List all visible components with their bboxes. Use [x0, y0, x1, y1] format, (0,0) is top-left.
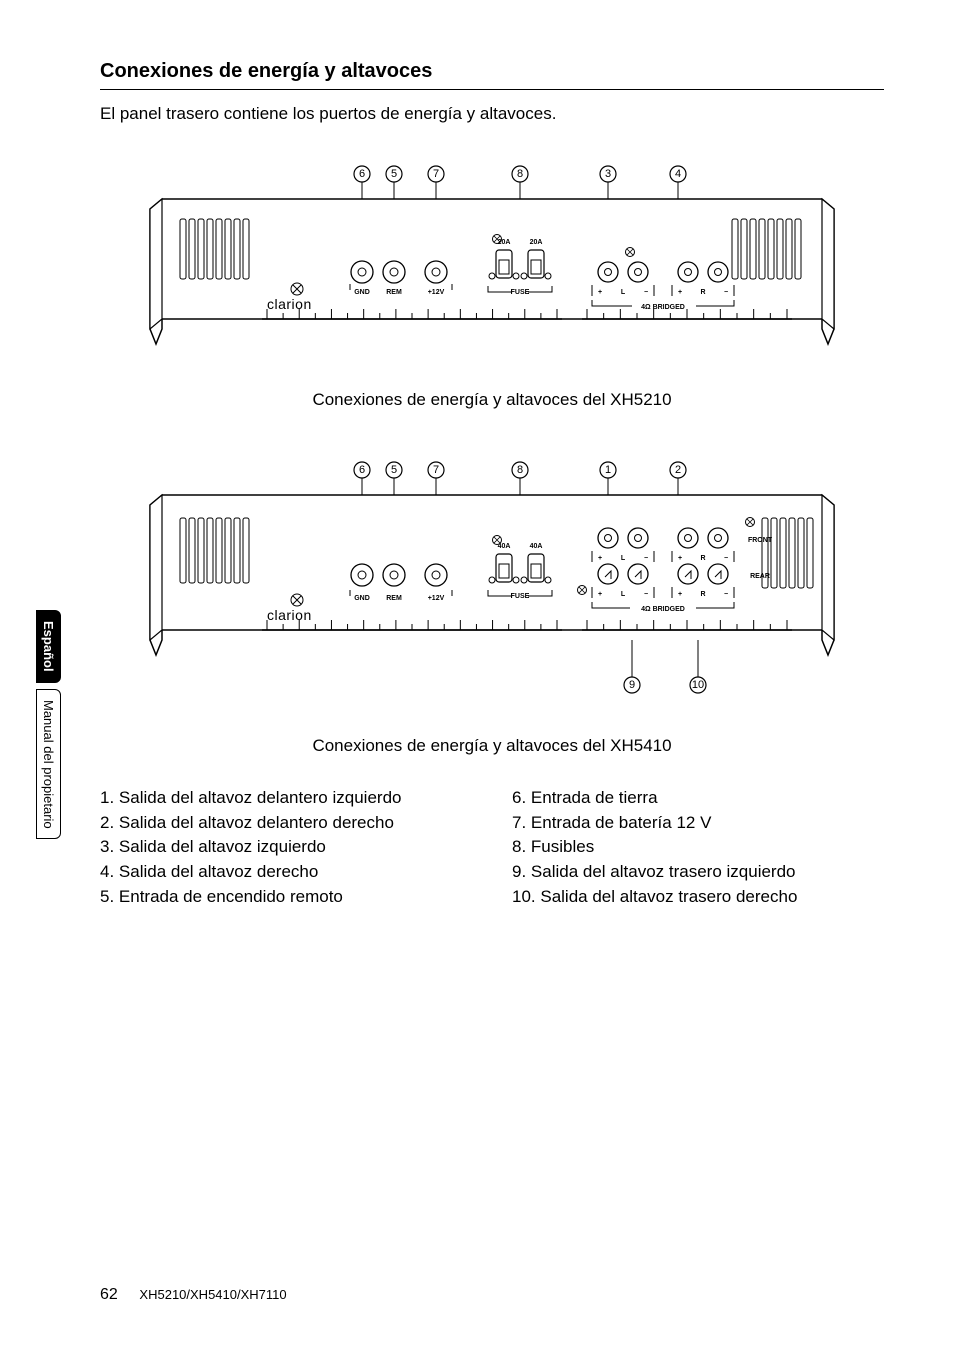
legend-item: 8. Fusibles — [512, 835, 884, 860]
svg-text:−: − — [644, 289, 648, 296]
svg-text:6: 6 — [359, 464, 365, 476]
intro-text: El panel trasero contiene los puertos de… — [100, 104, 884, 124]
legend-item: 7. Entrada de batería 12 V — [512, 811, 884, 836]
legend-item: 10. Salida del altavoz trasero derecho — [512, 885, 884, 910]
svg-text:−: − — [724, 591, 728, 598]
svg-text:+: + — [678, 591, 682, 598]
svg-text:+: + — [598, 289, 602, 296]
amp-diagram-2: 657812 clarion GNDREM+12V 40A40AFUSEFUSE… — [132, 440, 852, 720]
legend-item: 4. Salida del altavoz derecho — [100, 860, 472, 885]
brand-text-2: clarion — [267, 607, 312, 623]
svg-text:−: − — [724, 555, 728, 562]
svg-text:8: 8 — [517, 168, 523, 180]
svg-text:−: − — [644, 555, 648, 562]
svg-text:R: R — [700, 591, 705, 598]
svg-text:+: + — [678, 555, 682, 562]
svg-text:40A: 40A — [498, 543, 511, 550]
section-title: Conexiones de energía y altavoces — [100, 60, 884, 90]
svg-text:+: + — [598, 591, 602, 598]
svg-text:+: + — [678, 289, 682, 296]
svg-text:REM: REM — [386, 289, 402, 296]
language-tab: Español — [36, 610, 61, 683]
page-content: Conexiones de energía y altavoces El pan… — [0, 0, 954, 949]
legend-col-2: 6. Entrada de tierra 7. Entrada de bater… — [512, 786, 884, 909]
svg-text:FUSE: FUSE — [511, 289, 530, 296]
legend-item: 5. Entrada de encendido remoto — [100, 885, 472, 910]
svg-text:GND: GND — [354, 289, 370, 296]
svg-text:L: L — [621, 289, 626, 296]
caption-2: Conexiones de energía y altavoces del XH… — [100, 736, 884, 756]
svg-text:L: L — [621, 555, 626, 562]
svg-text:−: − — [724, 289, 728, 296]
svg-text:6: 6 — [359, 168, 365, 180]
svg-text:+12V: +12V — [428, 289, 445, 296]
svg-text:4Ω BRIDGED: 4Ω BRIDGED — [641, 606, 685, 613]
side-tabs: Español Manual del propietario — [36, 610, 61, 839]
svg-text:3: 3 — [605, 168, 611, 180]
legend-item: 2. Salida del altavoz delantero derecho — [100, 811, 472, 836]
manual-tab: Manual del propietario — [36, 689, 61, 840]
svg-text:+: + — [598, 555, 602, 562]
svg-text:REM: REM — [386, 595, 402, 602]
page-number: 62 — [100, 1286, 118, 1303]
svg-text:7: 7 — [433, 464, 439, 476]
legend-item: 3. Salida del altavoz izquierdo — [100, 835, 472, 860]
svg-text:5: 5 — [391, 168, 397, 180]
svg-text:4: 4 — [675, 168, 681, 180]
svg-text:L: L — [621, 591, 626, 598]
svg-text:40A: 40A — [530, 543, 543, 550]
svg-text:R: R — [700, 289, 705, 296]
svg-text:−: − — [644, 591, 648, 598]
svg-text:5: 5 — [391, 464, 397, 476]
svg-text:+12V: +12V — [428, 595, 445, 602]
manual-tab-line2: propietario — [41, 767, 56, 828]
svg-text:4Ω BRIDGED: 4Ω BRIDGED — [641, 304, 685, 311]
brand-text-1: clarion — [267, 296, 312, 312]
front-label: FRONT — [748, 537, 773, 544]
footer-models: XH5210/XH5410/XH7110 — [139, 1287, 286, 1302]
diagram-xh5210: 657834 clarion GNDREM+12V 20A20AFUSEFUSE… — [100, 144, 884, 410]
svg-text:2: 2 — [675, 464, 681, 476]
legend: 1. Salida del altavoz delantero izquierd… — [100, 786, 884, 909]
svg-text:20A: 20A — [498, 239, 511, 246]
legend-item: 9. Salida del altavoz trasero izquierdo — [512, 860, 884, 885]
legend-item: 1. Salida del altavoz delantero izquierd… — [100, 786, 472, 811]
svg-text:1: 1 — [605, 464, 611, 476]
svg-text:7: 7 — [433, 168, 439, 180]
svg-text:R: R — [700, 555, 705, 562]
svg-text:10: 10 — [692, 679, 704, 691]
legend-col-1: 1. Salida del altavoz delantero izquierd… — [100, 786, 472, 909]
manual-tab-line1: Manual del — [41, 700, 56, 764]
diagram-xh5410: 657812 clarion GNDREM+12V 40A40AFUSEFUSE… — [100, 440, 884, 756]
rear-label: REAR — [750, 573, 770, 580]
amp-diagram-1: 657834 clarion GNDREM+12V 20A20AFUSEFUSE… — [132, 144, 852, 374]
svg-text:GND: GND — [354, 595, 370, 602]
svg-text:8: 8 — [517, 464, 523, 476]
page-footer: 62 XH5210/XH5410/XH7110 — [100, 1286, 287, 1304]
svg-text:9: 9 — [629, 679, 635, 691]
caption-1: Conexiones de energía y altavoces del XH… — [100, 390, 884, 410]
svg-text:20A: 20A — [530, 239, 543, 246]
svg-text:FUSE: FUSE — [511, 593, 530, 600]
legend-item: 6. Entrada de tierra — [512, 786, 884, 811]
